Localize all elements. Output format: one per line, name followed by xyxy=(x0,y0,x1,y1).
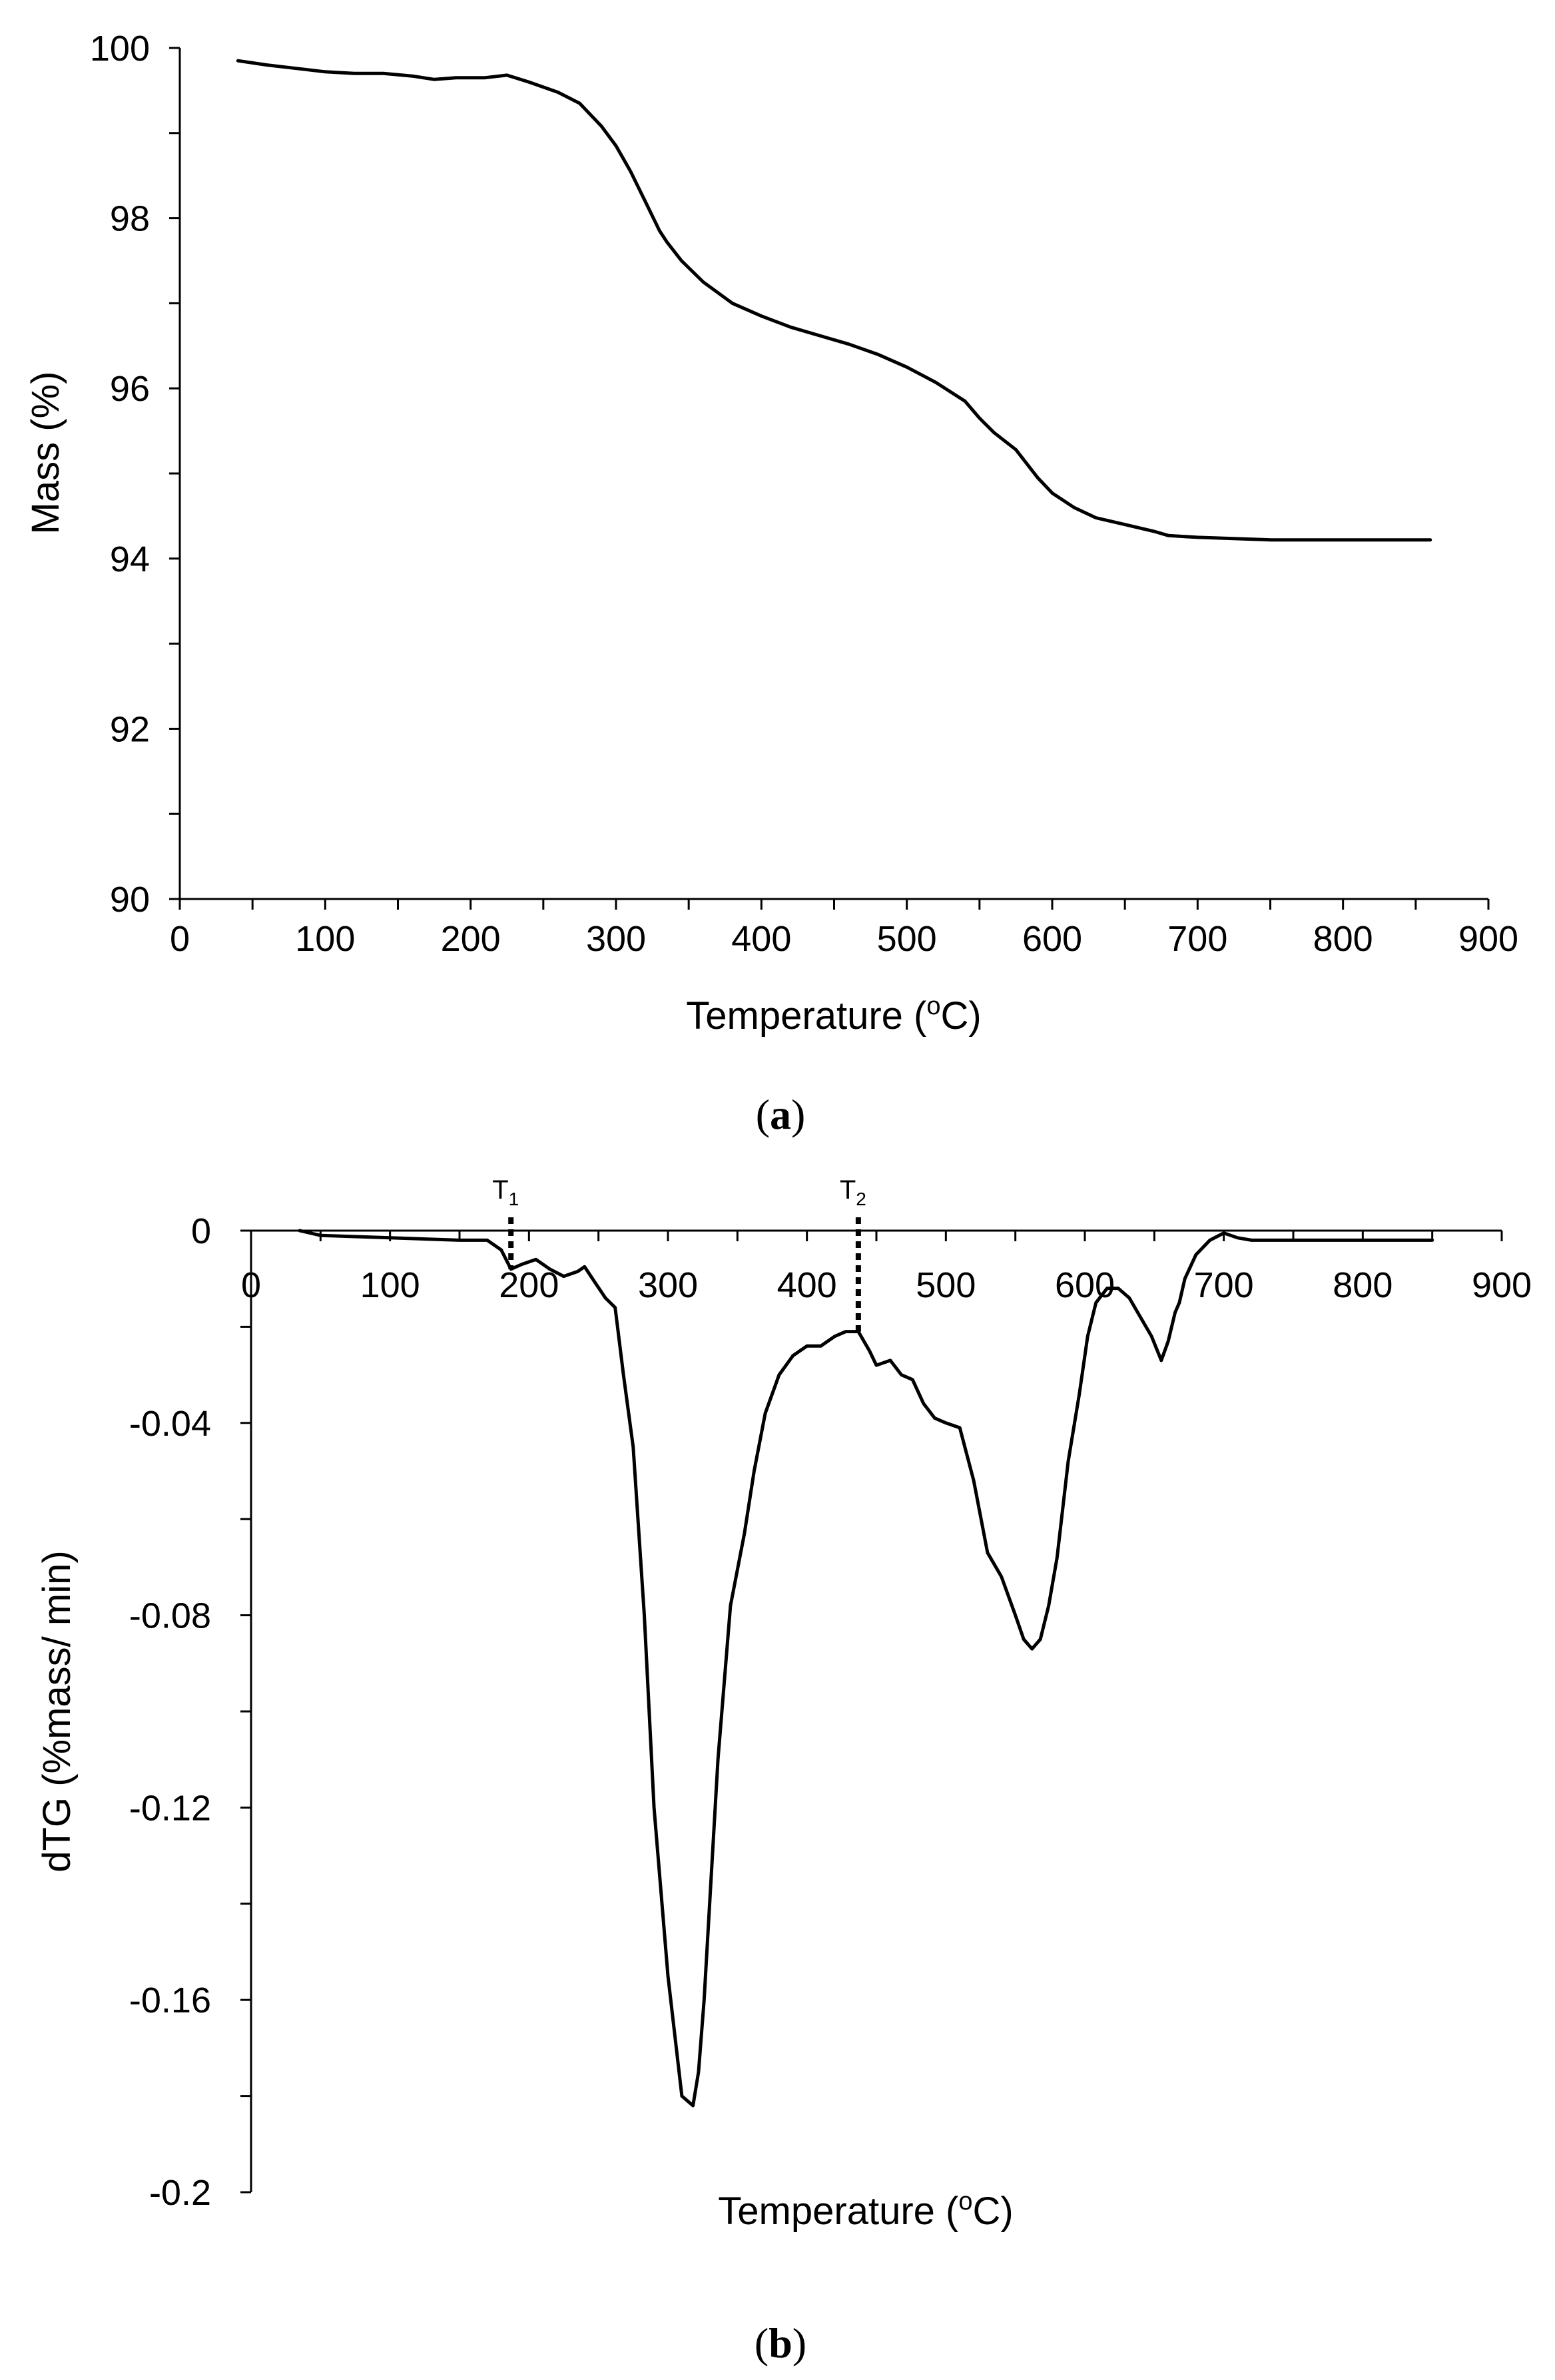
chart-b-marker-label-1: T1 xyxy=(492,1175,519,1209)
chart-b: 0 100 200 300 400 500 600 700 800 900 0 -0.04 -0.08… xyxy=(35,1175,1532,2367)
chart-a-x-tick-label: 200 xyxy=(441,919,501,959)
chart-a-x-tick-label: 300 xyxy=(586,919,646,959)
chart-b-x-tick-label: 100 xyxy=(360,1265,420,1305)
chart-b-y-label: dTG (%mass/ min) xyxy=(35,1550,79,1872)
chart-b-markers: T1 T2 xyxy=(492,1175,866,1332)
chart-b-y-tick-label: -0.2 xyxy=(149,2173,211,2213)
chart-b-x-ticks: 0 100 200 300 400 500 600 700 800 900 xyxy=(241,1231,1532,1305)
chart-b-x-label: Temperature (oC) xyxy=(718,2188,1013,2233)
chart-b-y-tick-label: -0.16 xyxy=(129,1980,211,2020)
chart-b-marker-label-2: T2 xyxy=(840,1175,866,1209)
chart-a-x-tick-label: 600 xyxy=(1022,919,1082,959)
chart-b-dtg-line xyxy=(298,1229,1434,2108)
chart-a-x-tick-label: 400 xyxy=(731,919,791,959)
chart-a-panel-label: (a) xyxy=(756,1091,806,1138)
chart-b-y-tick-label: -0.08 xyxy=(129,1596,211,1636)
chart-a: 0 100 200 300 400 500 600 700 800 900 90 92 94 96 98 1… xyxy=(24,29,1518,1138)
chart-a-x-tick-label: 800 xyxy=(1313,919,1373,959)
chart-b-x-tick-label: 800 xyxy=(1333,1265,1393,1305)
chart-b-x-tick-label: 600 xyxy=(1055,1265,1115,1305)
chart-a-x-tick-label: 0 xyxy=(170,919,190,959)
chart-a-y-tick-label: 92 xyxy=(110,709,150,749)
chart-b-x-tick-label: 500 xyxy=(916,1265,976,1305)
chart-b-x-tick-label: 400 xyxy=(777,1265,837,1305)
chart-b-x-tick-label: 700 xyxy=(1194,1265,1254,1305)
chart-a-y-label: Mass (%) xyxy=(24,372,67,535)
chart-b-x-tick-label: 900 xyxy=(1472,1265,1532,1305)
chart-a-series xyxy=(236,59,1432,542)
chart-b-x-tick-label: 0 xyxy=(241,1265,261,1305)
chart-a-x-tick-label: 900 xyxy=(1458,919,1518,959)
chart-a-mass-line xyxy=(236,59,1432,542)
chart-a-y-tick-label: 94 xyxy=(110,539,150,579)
chart-a-x-label: Temperature (oC) xyxy=(686,992,981,1038)
chart-a-y-tick-label: 100 xyxy=(90,29,150,69)
chart-b-panel-label: (b) xyxy=(755,2319,806,2367)
chart-b-y-ticks: 0 -0.04 -0.08 -0.12 -0.16 -0.2 xyxy=(129,1211,251,2213)
chart-a-y-tick-label: 96 xyxy=(110,369,150,409)
chart-a-x-ticks: 0 100 200 300 400 500 600 700 800 900 xyxy=(170,899,1518,959)
chart-b-x-tick-label: 200 xyxy=(499,1265,559,1305)
chart-a-y-ticks: 90 92 94 96 98 100 xyxy=(90,29,180,920)
chart-b-y-tick-label: -0.04 xyxy=(129,1404,211,1444)
chart-b-x-tick-label: 300 xyxy=(638,1265,698,1305)
chart-a-y-tick-label: 98 xyxy=(110,199,150,239)
chart-a-y-tick-label: 90 xyxy=(110,880,150,920)
chart-a-x-tick-label: 100 xyxy=(295,919,355,959)
chart-a-x-tick-label: 500 xyxy=(877,919,937,959)
chart-b-series xyxy=(298,1229,1434,2108)
chart-b-y-tick-label: -0.12 xyxy=(129,1788,211,1828)
chart-b-y-tick-label: 0 xyxy=(191,1211,211,1251)
chart-a-x-tick-label: 700 xyxy=(1167,919,1227,959)
